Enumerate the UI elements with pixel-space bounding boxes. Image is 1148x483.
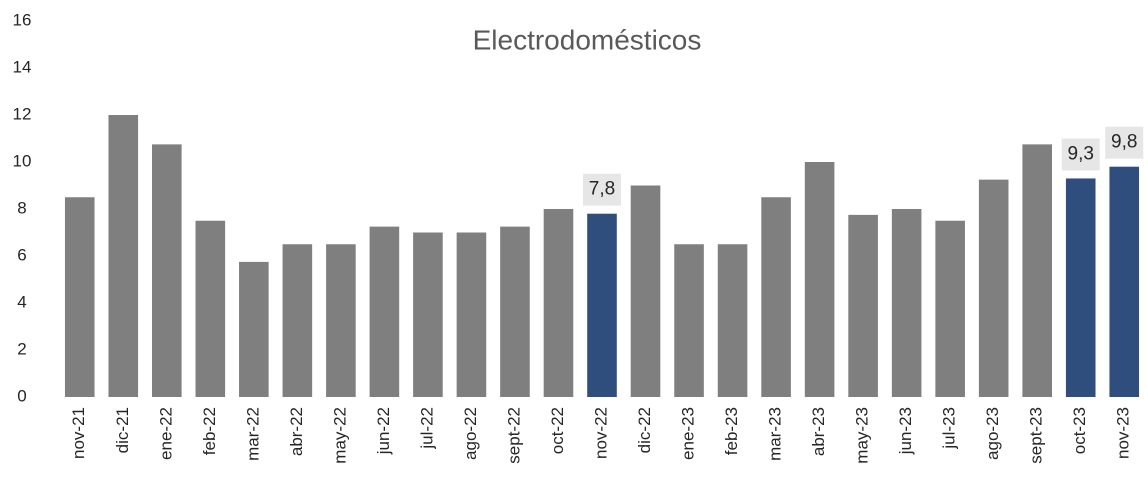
- bar: [717, 244, 748, 397]
- x-tick-label: dic-21: [113, 407, 132, 453]
- x-tick-label: ene-22: [156, 407, 175, 460]
- data-label-background: [1105, 126, 1144, 159]
- x-tick-label: abr-23: [809, 407, 828, 456]
- bar: [587, 213, 617, 397]
- bar: [326, 244, 356, 397]
- y-tick-label: 10: [13, 151, 32, 170]
- chart-title: Electrodomésticos: [473, 24, 702, 55]
- data-label-background: [1061, 138, 1100, 171]
- y-tick-label: 14: [13, 57, 32, 76]
- bar: [848, 214, 878, 397]
- y-tick-label: 0: [17, 386, 26, 405]
- data-label: 9,3: [1068, 143, 1094, 164]
- bar: [674, 244, 704, 397]
- bar: [804, 162, 835, 397]
- bar: [282, 244, 313, 397]
- bar: [1065, 178, 1096, 397]
- x-tick-label: feb-23: [722, 407, 741, 455]
- y-tick-label: 4: [17, 292, 26, 311]
- y-tick-label: 12: [13, 104, 32, 123]
- x-tick-label: sept-22: [504, 407, 523, 464]
- bar: [239, 261, 269, 397]
- x-tick-label: may-22: [330, 407, 349, 464]
- bar: [413, 232, 443, 397]
- bar: [64, 197, 95, 397]
- y-tick-label: 2: [17, 339, 26, 358]
- x-tick-label: abr-22: [287, 407, 306, 456]
- x-tick-label: feb-22: [200, 407, 219, 455]
- y-tick-label: 6: [17, 245, 26, 264]
- x-tick-label: nov-23: [1114, 407, 1133, 459]
- x-tick-label: ago-23: [983, 407, 1002, 460]
- bar: [935, 220, 965, 397]
- bar: [978, 179, 1009, 397]
- bar: [761, 197, 791, 397]
- x-tick-label: oct-22: [548, 407, 567, 454]
- x-tick-label: ago-22: [461, 407, 480, 460]
- x-tick-label: may-23: [853, 407, 872, 464]
- y-tick-label: 16: [13, 10, 32, 29]
- x-tick-label: sept-23: [1027, 407, 1046, 464]
- bar: [630, 185, 661, 397]
- x-tick-label: jul-23: [940, 407, 959, 450]
- bar: [456, 232, 487, 397]
- bar: [1022, 144, 1052, 397]
- bar: [500, 226, 530, 397]
- x-tick-label: jun-23: [896, 407, 915, 455]
- x-tick-label: oct-23: [1070, 407, 1089, 454]
- bar: [108, 115, 139, 397]
- x-tick-label: nov-21: [69, 407, 88, 459]
- x-tick-label: jul-22: [417, 407, 436, 450]
- bar: [1109, 166, 1140, 397]
- y-tick-label: 8: [17, 198, 26, 217]
- bar: [152, 144, 182, 397]
- bar: [891, 209, 922, 397]
- bar: [369, 226, 400, 397]
- data-label: 9,8: [1111, 132, 1137, 153]
- x-tick-label: jun-22: [374, 407, 393, 455]
- bar: [195, 220, 226, 397]
- data-label: 7,8: [589, 179, 615, 200]
- x-tick-label: dic-22: [635, 407, 654, 453]
- bar: [543, 209, 574, 397]
- x-tick-label: nov-22: [591, 407, 610, 459]
- x-tick-label: ene-23: [679, 407, 698, 460]
- data-label-background: [583, 173, 621, 206]
- x-tick-label: mar-23: [766, 407, 785, 461]
- x-tick-label: mar-22: [243, 407, 262, 461]
